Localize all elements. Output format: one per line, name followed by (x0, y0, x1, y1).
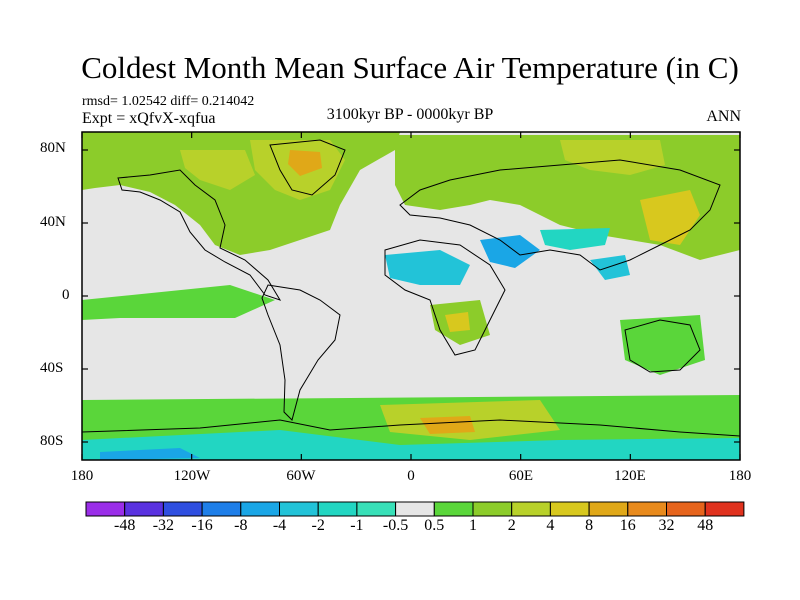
colorbar-label: -8 (234, 517, 248, 534)
lon-label: 120W (173, 468, 211, 484)
field-siberia-warm (560, 140, 665, 175)
colorbar-swatch (240, 501, 281, 517)
lat-label: 40S (40, 360, 64, 376)
colorbar-swatch (356, 501, 397, 517)
colorbar-label: -2 (311, 517, 325, 534)
colorbar-swatch (549, 501, 590, 517)
coast-south-america (261, 284, 341, 421)
field-sahara-cool (385, 250, 470, 285)
colorbar-label: -32 (152, 517, 175, 534)
colorbar-swatch (433, 501, 474, 517)
colorbar-label: 1 (469, 517, 477, 534)
experiment-text: Expt = xQfvX-xqfua (82, 110, 216, 127)
colorbar-swatch (317, 501, 358, 517)
lon-label: 120E (614, 468, 646, 484)
colorbar-label: -1 (350, 517, 364, 534)
coast-north-america (117, 169, 282, 301)
colorbar-label: 2 (507, 517, 516, 534)
field-antarctica-cold (100, 448, 200, 460)
field-tropical-pacific (82, 285, 275, 320)
colorbar-swatch (472, 501, 513, 517)
period-text: 3100kyr BP - 0000kyr BP (326, 106, 494, 123)
colorbar-label: 32 (658, 517, 675, 534)
coast-africa (384, 239, 506, 356)
colorbar-swatch (704, 501, 745, 517)
lat-label: 0 (62, 287, 70, 303)
coast-australia (624, 319, 701, 373)
colorbar-swatch (588, 501, 629, 517)
colorbar-swatch (85, 501, 126, 517)
colorbar-swatch (666, 501, 706, 517)
colorbar-swatch (162, 501, 203, 517)
field-antarctica-cool (82, 430, 740, 460)
lon-label: 60W (286, 468, 316, 484)
chart-title: Coldest Month Mean Surface Air Temperatu… (81, 50, 739, 85)
lat-label: 80N (40, 140, 66, 156)
colorbar-label: 8 (585, 517, 594, 534)
colorbar-swatch (395, 501, 435, 517)
field-arabia-cool (480, 235, 540, 268)
anomaly-fields (82, 132, 740, 460)
stats-text: rmsd= 1.02542 diff= 0.214042 (82, 94, 255, 109)
coast-antarctica (81, 419, 741, 437)
colorbar-label: 0.5 (424, 517, 445, 534)
colorbar-label: 48 (697, 517, 714, 534)
lat-label: 40N (40, 214, 66, 230)
colorbar-swatch (279, 501, 319, 517)
field-india-cool (540, 228, 610, 250)
colorbar (85, 501, 745, 517)
colorbar-label: 4 (546, 517, 555, 534)
colorbar-swatch (201, 501, 242, 517)
field-indochina-cool (590, 255, 630, 280)
colorbar-label: -0.5 (382, 517, 409, 534)
colorbar-label: -48 (114, 517, 136, 534)
lon-label: 180 (728, 468, 752, 484)
axis-ticks (81, 132, 741, 460)
colorbar-swatch (124, 501, 164, 517)
coast-eurasia (399, 159, 721, 271)
lon-label: 60E (508, 468, 534, 484)
colorbar-label: -4 (272, 517, 287, 534)
field-eastasia-warm (640, 190, 700, 245)
season-text: ANN (706, 108, 741, 125)
field-africa-warm (445, 312, 470, 332)
field-arctic-orange (288, 150, 322, 176)
lon-label: 0 (407, 468, 415, 484)
colorbar-swatch (511, 501, 551, 517)
colorbar-label: -16 (191, 517, 213, 534)
coast-greenland (269, 139, 346, 196)
colorbar-label: 16 (619, 517, 636, 534)
field-canada-warm (180, 150, 255, 190)
colorbar-swatch (627, 501, 667, 517)
lon-label: 180 (70, 468, 94, 484)
coastlines (81, 139, 741, 437)
lat-label: 80S (40, 433, 64, 449)
field-australia (620, 315, 705, 375)
field-antarctica-hot (420, 416, 475, 434)
